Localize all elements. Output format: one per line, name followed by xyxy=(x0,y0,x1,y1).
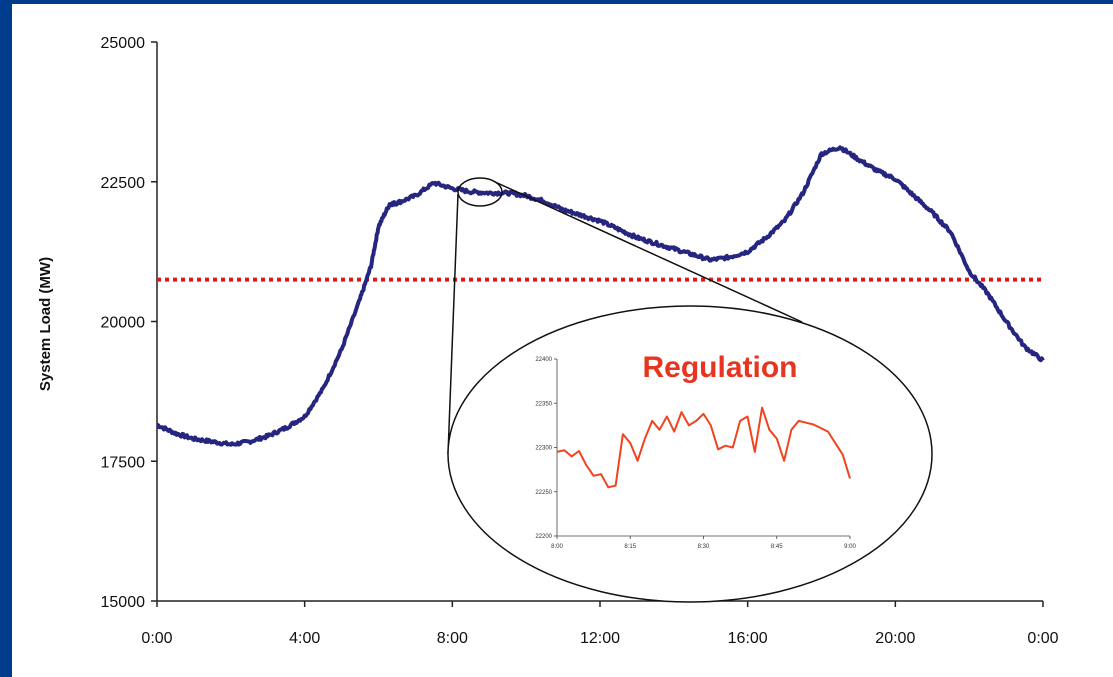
x-tick-label: 16:00 xyxy=(728,630,768,647)
system-load-chart: 15000 17500 20000 22500 25000 0:00 4:00 8:00 12:… xyxy=(37,35,1059,647)
inset-x-tick-label: 9:00 xyxy=(844,544,856,550)
y-tick-label: 22500 xyxy=(101,175,146,192)
main-plot: 15000 17500 20000 22500 25000 0:00 4:00 8:00 12:… xyxy=(101,35,1059,647)
y-axis-title: System Load (MW) xyxy=(37,257,54,391)
chart-slide: 15000 17500 20000 22500 25000 0:00 4:00 8:00 12:… xyxy=(12,4,1113,677)
x-tick-label: 0:00 xyxy=(141,630,172,647)
zoom-source-ellipse xyxy=(457,177,503,207)
inset-y-tick-label: 22400 xyxy=(535,357,552,363)
inset-y-tick-label: 22250 xyxy=(535,490,552,496)
y-tick-label: 20000 xyxy=(101,315,146,332)
x-tick-label: 20:00 xyxy=(875,630,915,647)
inset-x-tick-label: 8:45 xyxy=(771,544,783,550)
y-tick-label: 15000 xyxy=(101,594,146,611)
zoom-connector-right xyxy=(492,180,803,323)
zoom-connector-left xyxy=(447,193,459,455)
zoom-ellipse xyxy=(447,305,933,603)
inset-y-tick-label: 22350 xyxy=(535,401,552,407)
x-tick-label: 4:00 xyxy=(289,630,320,647)
x-tick-label: 12:00 xyxy=(580,630,620,647)
system-load-series xyxy=(156,145,1045,447)
inset-x-tick-label: 8:30 xyxy=(698,544,710,550)
inset-y-tick-label: 22300 xyxy=(535,446,552,452)
inset-y-tick-label: 22200 xyxy=(535,534,552,540)
regulation-series xyxy=(556,406,851,489)
x-tick-label: 0:00 xyxy=(1027,630,1058,647)
x-tick-label: 8:00 xyxy=(437,630,468,647)
y-tick-label: 17500 xyxy=(101,454,146,471)
regulation-inset: 22200 22250 22300 22350 22400 8:00 8:15 8:30 8:4… xyxy=(447,177,933,603)
regulation-title: Regulation xyxy=(643,351,798,384)
inset-x-tick-label: 8:00 xyxy=(551,544,563,550)
inset-x-tick-label: 8:15 xyxy=(624,544,636,550)
y-tick-label: 25000 xyxy=(101,35,146,52)
